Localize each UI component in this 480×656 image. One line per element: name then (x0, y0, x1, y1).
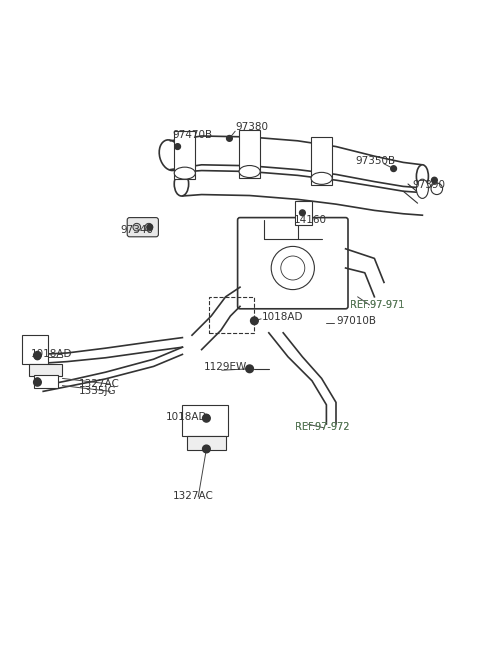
Text: 1335JG: 1335JG (79, 386, 117, 396)
Circle shape (227, 136, 232, 141)
Circle shape (34, 379, 41, 386)
Circle shape (432, 177, 437, 183)
Bar (34, 375, 58, 388)
Circle shape (175, 144, 180, 150)
Text: 97010B: 97010B (336, 316, 376, 326)
Circle shape (204, 415, 209, 420)
Circle shape (34, 352, 41, 359)
Ellipse shape (174, 172, 189, 196)
Circle shape (204, 446, 209, 452)
Circle shape (133, 223, 141, 231)
Text: 1327AC: 1327AC (173, 491, 214, 501)
Ellipse shape (311, 173, 332, 184)
Bar (209, 297, 254, 333)
FancyBboxPatch shape (238, 218, 348, 309)
Text: 1018AD: 1018AD (166, 412, 207, 422)
Text: 97380: 97380 (235, 122, 268, 133)
Bar (187, 436, 226, 451)
Bar (22, 335, 48, 364)
Text: 97350B: 97350B (355, 156, 396, 166)
Bar (311, 137, 332, 184)
Text: 1327AC: 1327AC (79, 379, 120, 388)
Ellipse shape (159, 140, 181, 171)
Circle shape (203, 415, 210, 422)
Text: 97340: 97340 (120, 225, 153, 235)
Ellipse shape (416, 165, 428, 188)
Ellipse shape (416, 179, 428, 198)
Text: REF.97-971: REF.97-971 (350, 300, 405, 310)
Text: 14160: 14160 (294, 215, 327, 226)
Circle shape (391, 166, 396, 171)
Circle shape (246, 365, 253, 373)
Text: REF.97-972: REF.97-972 (295, 422, 350, 432)
Ellipse shape (174, 167, 195, 179)
Circle shape (252, 318, 257, 323)
Circle shape (300, 210, 305, 216)
Bar (239, 130, 260, 178)
Text: 1018AD: 1018AD (262, 312, 303, 322)
Circle shape (145, 223, 153, 231)
Bar (29, 364, 62, 376)
Bar (174, 131, 195, 179)
Text: REF.97-971: REF.97-971 (350, 300, 405, 310)
Text: 97470B: 97470B (173, 131, 213, 140)
Text: 1018AD: 1018AD (31, 349, 72, 359)
Circle shape (251, 317, 258, 325)
Circle shape (247, 366, 252, 372)
Circle shape (203, 445, 210, 453)
Text: 1129EW: 1129EW (204, 362, 247, 372)
Circle shape (35, 378, 40, 384)
Bar (295, 201, 312, 225)
Text: REF.97-972: REF.97-972 (295, 422, 350, 432)
Circle shape (35, 354, 40, 359)
Ellipse shape (239, 165, 260, 178)
FancyBboxPatch shape (127, 218, 158, 237)
Text: 97390: 97390 (413, 180, 446, 190)
Circle shape (147, 224, 153, 230)
Bar (182, 405, 228, 436)
